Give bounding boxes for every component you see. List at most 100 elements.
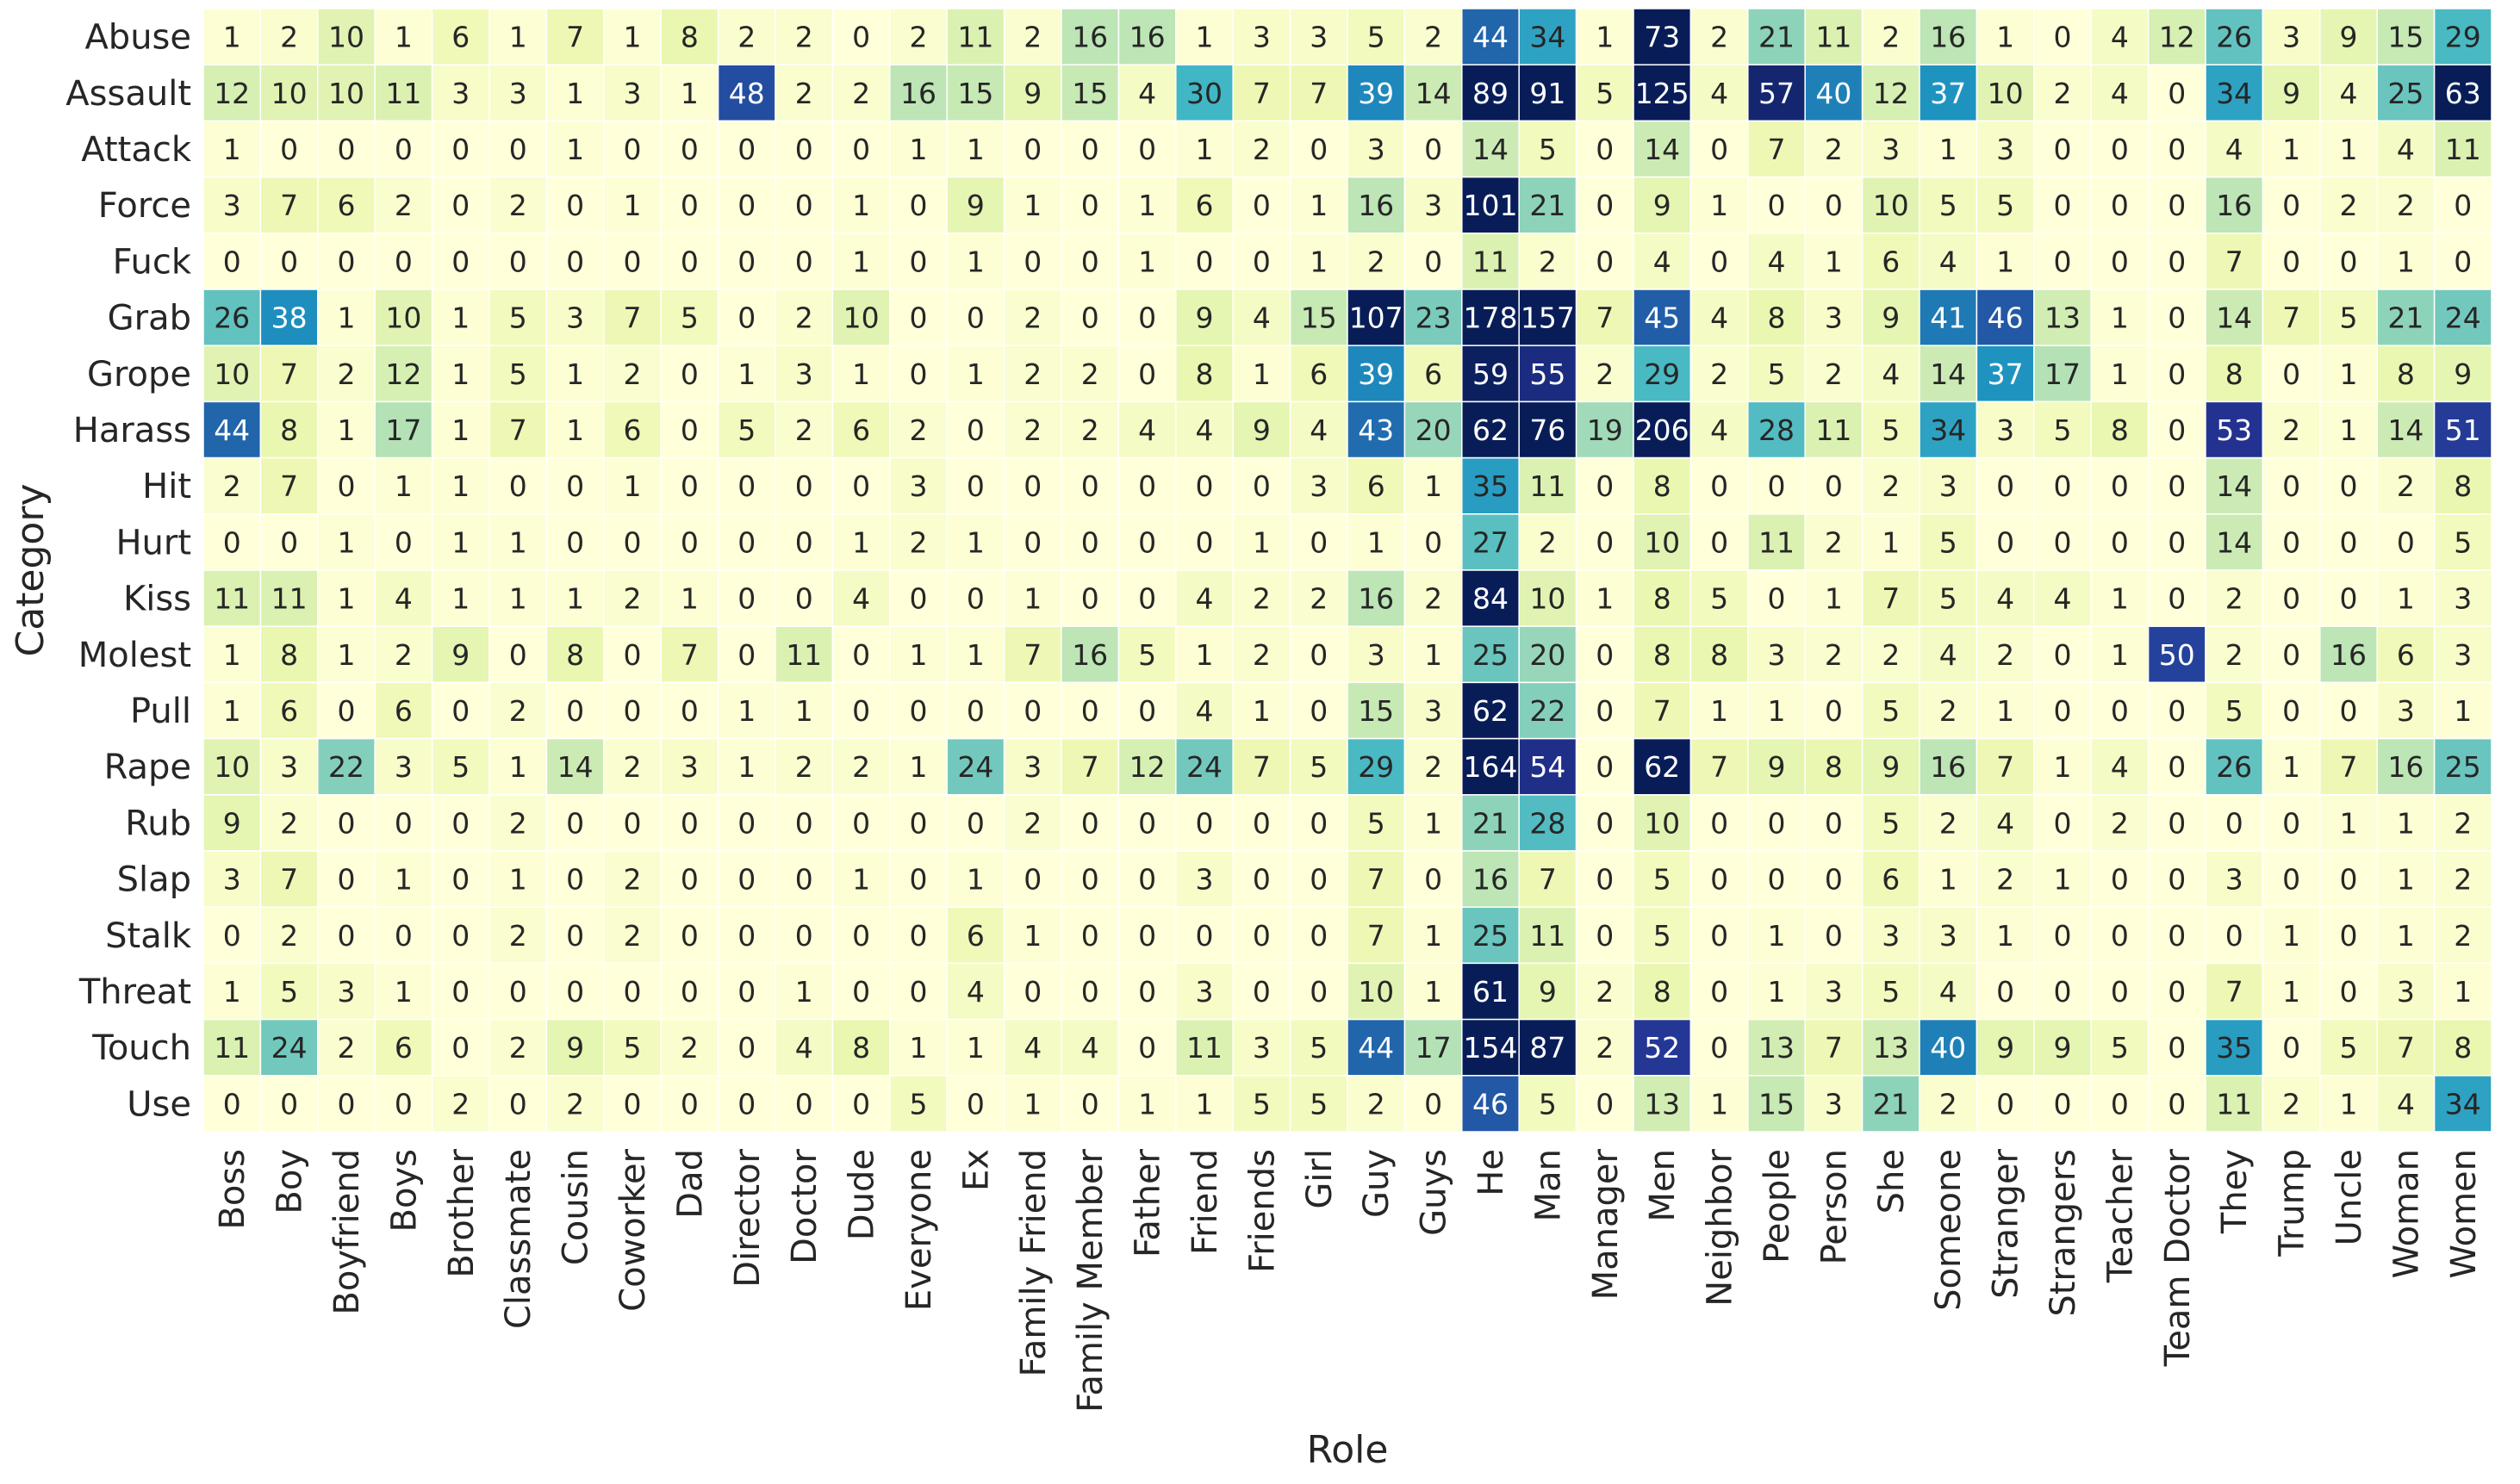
heatmap-cell	[1117, 345, 1177, 403]
heatmap-cell	[1804, 906, 1864, 965]
heatmap-cell	[317, 1075, 376, 1133]
cell-value-label: 0	[2282, 1031, 2300, 1065]
heatmap-cell	[1347, 625, 1406, 684]
heatmap-cell	[889, 962, 948, 1021]
heatmap-cell	[1232, 1018, 1291, 1077]
cell-value-label: 2	[1710, 21, 1728, 54]
cell-value-label: 0	[1596, 245, 1614, 278]
cell-value-label: 29	[2445, 21, 2481, 54]
cell-value-label: 1	[1710, 694, 1728, 728]
heatmap-cell	[259, 850, 319, 908]
heatmap-cell	[1289, 120, 1348, 178]
cell-value-label: 0	[910, 245, 928, 278]
cell-value-label: 0	[737, 1087, 756, 1121]
heatmap-cell	[1689, 289, 1749, 346]
cell-value-label: 7	[2282, 301, 2300, 335]
cell-value-label: 0	[681, 1087, 699, 1121]
cell-value-label: 1	[2340, 413, 2358, 447]
cell-value-label: 4	[395, 582, 413, 616]
heatmap-cell	[2033, 64, 2092, 122]
cell-value-label: 4	[1939, 245, 1957, 278]
heatmap-cell	[2433, 120, 2492, 178]
x-tick-label: Cousin	[557, 1149, 596, 1265]
cell-value-label: 2	[1367, 245, 1385, 278]
heatmap-cell	[1747, 64, 1806, 122]
heatmap-cell	[1747, 850, 1806, 908]
cell-value-label: 1	[1825, 245, 1843, 278]
cell-value-label: 15	[957, 77, 993, 110]
heatmap-cell	[2090, 513, 2150, 571]
heatmap-cell	[1403, 233, 1463, 290]
heatmap-cell	[259, 681, 319, 740]
x-tick-label: Manager	[1586, 1148, 1626, 1300]
heatmap-cell	[1976, 345, 2035, 403]
cell-value-label: 0	[681, 975, 699, 1009]
cell-value-label: 4	[1196, 413, 1214, 447]
heatmap-cell	[1061, 345, 1120, 403]
heatmap-cell	[1232, 345, 1291, 403]
heatmap-cell	[603, 400, 662, 459]
cell-value-label: 10	[271, 77, 308, 110]
cell-value-label: 4	[1710, 77, 1728, 110]
cell-value-label: 0	[2282, 582, 2300, 616]
cell-value-label: 5	[2111, 1031, 2129, 1065]
heatmap-cell	[1689, 513, 1749, 571]
heatmap-cell	[1804, 513, 1864, 571]
heatmap-cell	[488, 906, 548, 965]
cell-value-label: 16	[2216, 189, 2252, 222]
cell-value-label: 1	[509, 582, 527, 616]
cell-value-label: 16	[1358, 189, 1394, 222]
cell-value-label: 6	[1310, 357, 1328, 391]
cell-value-label: 3	[280, 750, 298, 784]
cell-value-label: 7	[2340, 750, 2358, 784]
cell-value-label: 11	[271, 582, 308, 616]
cell-value-label: 20	[1416, 413, 1452, 447]
heatmap-cell	[603, 120, 662, 178]
x-tick-label: Someone	[1929, 1149, 1969, 1311]
heatmap-cell	[488, 569, 548, 627]
heatmap-cell	[775, 569, 834, 627]
heatmap-cell	[2205, 233, 2264, 290]
cell-value-label: 0	[566, 694, 584, 728]
cell-value-label: 0	[1196, 525, 1214, 559]
cell-value-label: 0	[2168, 806, 2186, 840]
heatmap-cell	[1461, 120, 1520, 178]
cell-value-label: 0	[2225, 806, 2243, 840]
cell-value-label: 1	[1825, 582, 1843, 616]
cell-value-label: 1	[852, 357, 870, 391]
cell-value-label: 3	[1253, 1031, 1271, 1065]
cell-value-label: 0	[223, 525, 241, 559]
heatmap-cell	[1633, 906, 1692, 965]
cell-value-label: 3	[223, 863, 241, 897]
heatmap-cell	[1403, 289, 1463, 346]
heatmap-cell	[317, 850, 376, 908]
cell-value-label: 0	[737, 245, 756, 278]
heatmap-cell	[1061, 1018, 1120, 1077]
heatmap-cell	[2319, 345, 2378, 403]
cell-value-label: 4	[1768, 245, 1786, 278]
heatmap-cell	[717, 681, 776, 740]
x-tick-label: Boss	[213, 1149, 252, 1230]
cell-value-label: 3	[1996, 133, 2014, 166]
cell-value-label: 1	[1996, 919, 2014, 953]
cell-value-label: 1	[1939, 863, 1957, 897]
cell-value-label: 5	[737, 413, 756, 447]
cell-value-label: 10	[1644, 806, 1680, 840]
cell-value-label: 1	[338, 525, 356, 559]
cell-value-label: 0	[1081, 806, 1099, 840]
cell-value-label: 10	[328, 77, 364, 110]
heatmap-cell	[259, 456, 319, 515]
cell-value-label: 1	[1424, 638, 1442, 672]
heatmap-cell	[2205, 120, 2264, 178]
y-tick-label: Pull	[130, 692, 191, 731]
cell-value-label: 11	[1529, 919, 1565, 953]
cell-value-label: 12	[385, 357, 421, 391]
cell-value-label: 0	[451, 133, 470, 166]
cell-value-label: 7	[2397, 1031, 2415, 1065]
cell-value-label: 0	[795, 525, 813, 559]
heatmap-cell	[1919, 8, 1978, 65]
cell-value-label: 1	[852, 245, 870, 278]
cell-value-label: 0	[223, 1087, 241, 1121]
cell-value-label: 4	[2397, 1087, 2415, 1121]
cell-value-label: 0	[1825, 806, 1843, 840]
